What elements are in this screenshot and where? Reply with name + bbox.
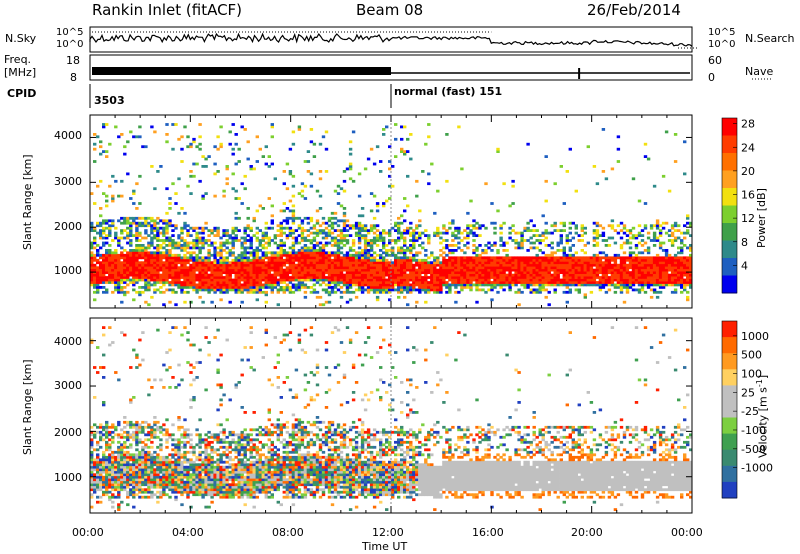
- freq-panel-frame: [89, 54, 693, 81]
- power-colorbar-frame: [721, 117, 738, 294]
- velocity-colorbar-segment: [722, 369, 737, 386]
- cpid-segment-2: normal (fast) 151: [394, 85, 503, 98]
- nsky-series: [89, 32, 693, 47]
- xlabel: Time UT: [362, 540, 408, 553]
- power-colorbar-tick: 24: [741, 141, 755, 154]
- velocity-colorbar-tick: 100: [741, 368, 762, 381]
- velocity-colorbar-segment: [722, 353, 737, 370]
- velocity-colorbar-segment: [722, 401, 737, 419]
- velocity-colorbar-segment: [722, 465, 737, 483]
- velocity-colorbar-segment: [722, 337, 737, 354]
- power-colorbar-segment: [722, 153, 737, 171]
- power-colorbar-segment: [722, 258, 737, 276]
- velocity-ytick-4000: 4000: [54, 335, 82, 348]
- velocity-colorbar-tick: -1000: [741, 462, 773, 475]
- velocity-colorbar-segment: [722, 321, 737, 338]
- power-colorbar-tick: 12: [741, 212, 755, 225]
- velocity-ytick-2000: 2000: [54, 426, 82, 439]
- velocity-colorbar-tick: 500: [741, 349, 762, 362]
- power-colorbar-segment: [722, 275, 737, 294]
- nsearch-tick-low: 10^0: [708, 39, 736, 50]
- velocity-colorbar-segment: [722, 433, 737, 451]
- power-colorbar-segment: [722, 223, 737, 241]
- xtick-16: 16:00: [472, 526, 504, 539]
- power-colorbar-tick: 4: [741, 259, 748, 272]
- power-heatmap: [90, 123, 693, 307]
- velocity-colorbar-segment: [722, 385, 737, 402]
- power-ytick-3000: 3000: [54, 175, 82, 188]
- nsky-label: N.Sky: [5, 32, 37, 45]
- power-colorbar-segment: [722, 205, 737, 224]
- xtick-20: 20:00: [571, 526, 603, 539]
- power-ytick-1000: 1000: [54, 264, 82, 277]
- velocity-colorbar-tick: -100: [741, 424, 766, 437]
- beam-title: Beam 08: [356, 1, 424, 19]
- freq-label: Freq.: [4, 53, 32, 66]
- power-colorbar-tick: 8: [741, 236, 748, 249]
- velocity-colorbar-tick: -25: [741, 405, 759, 418]
- nsky-tick-high: 10^5: [56, 27, 84, 38]
- freq-series: [92, 67, 391, 75]
- cpid-label: CPID: [7, 87, 37, 100]
- freq-tick-low: 8: [70, 71, 77, 84]
- xtick-00-end: 00:00: [671, 526, 703, 539]
- xtick-04: 04:00: [172, 526, 204, 539]
- power-colorbar-tick: 20: [741, 165, 755, 178]
- power-colorbar-tick: 28: [741, 118, 755, 131]
- xtick-08: 08:00: [272, 526, 304, 539]
- nsearch-tick-high: 10^5: [708, 27, 736, 38]
- nave-tick-low: 0: [708, 71, 715, 84]
- power-colorbar-segment: [722, 240, 737, 259]
- velocity-ytick-1000: 1000: [54, 471, 82, 484]
- power-colorbar-segment: [722, 135, 737, 154]
- xtick-00-start: 00:00: [72, 526, 104, 539]
- velocity-heatmap: [90, 326, 693, 511]
- nsearch-label: N.Search: [745, 32, 795, 45]
- freq-unit-label: [MHz]: [4, 66, 37, 79]
- velocity-colorbar-tick: -500: [741, 443, 766, 456]
- power-ytick-2000: 2000: [54, 220, 82, 233]
- velocity-colorbar-tick: 1000: [741, 330, 769, 343]
- station-title: Rankin Inlet (fitACF): [92, 1, 243, 19]
- velocity-colorbar-segment: [722, 481, 737, 499]
- nsky-tick-low: 10^0: [56, 39, 84, 50]
- freq-tick-high: 18: [66, 54, 80, 67]
- xtick-12: 12:00: [372, 526, 404, 539]
- cpid-segment-1: 3503: [94, 94, 125, 107]
- power-colorbar-tick: 16: [741, 189, 755, 202]
- nave-tick-high: 60: [708, 54, 722, 67]
- velocity-colorbar-segment: [722, 449, 737, 467]
- date-title: 26/Feb/2014: [587, 1, 681, 19]
- power-colorbar-segment: [722, 118, 737, 136]
- nave-label: Nave: [745, 65, 774, 78]
- power-colorbar-segment: [722, 188, 737, 206]
- velocity-ytick-3000: 3000: [54, 379, 82, 392]
- velocity-colorbar-frame: [721, 320, 738, 499]
- power-colorbar-segment: [722, 170, 737, 189]
- velocity-colorbar-tick: 25: [741, 386, 755, 399]
- power-ytick-4000: 4000: [54, 129, 82, 142]
- velocity-colorbar-segment: [722, 417, 737, 435]
